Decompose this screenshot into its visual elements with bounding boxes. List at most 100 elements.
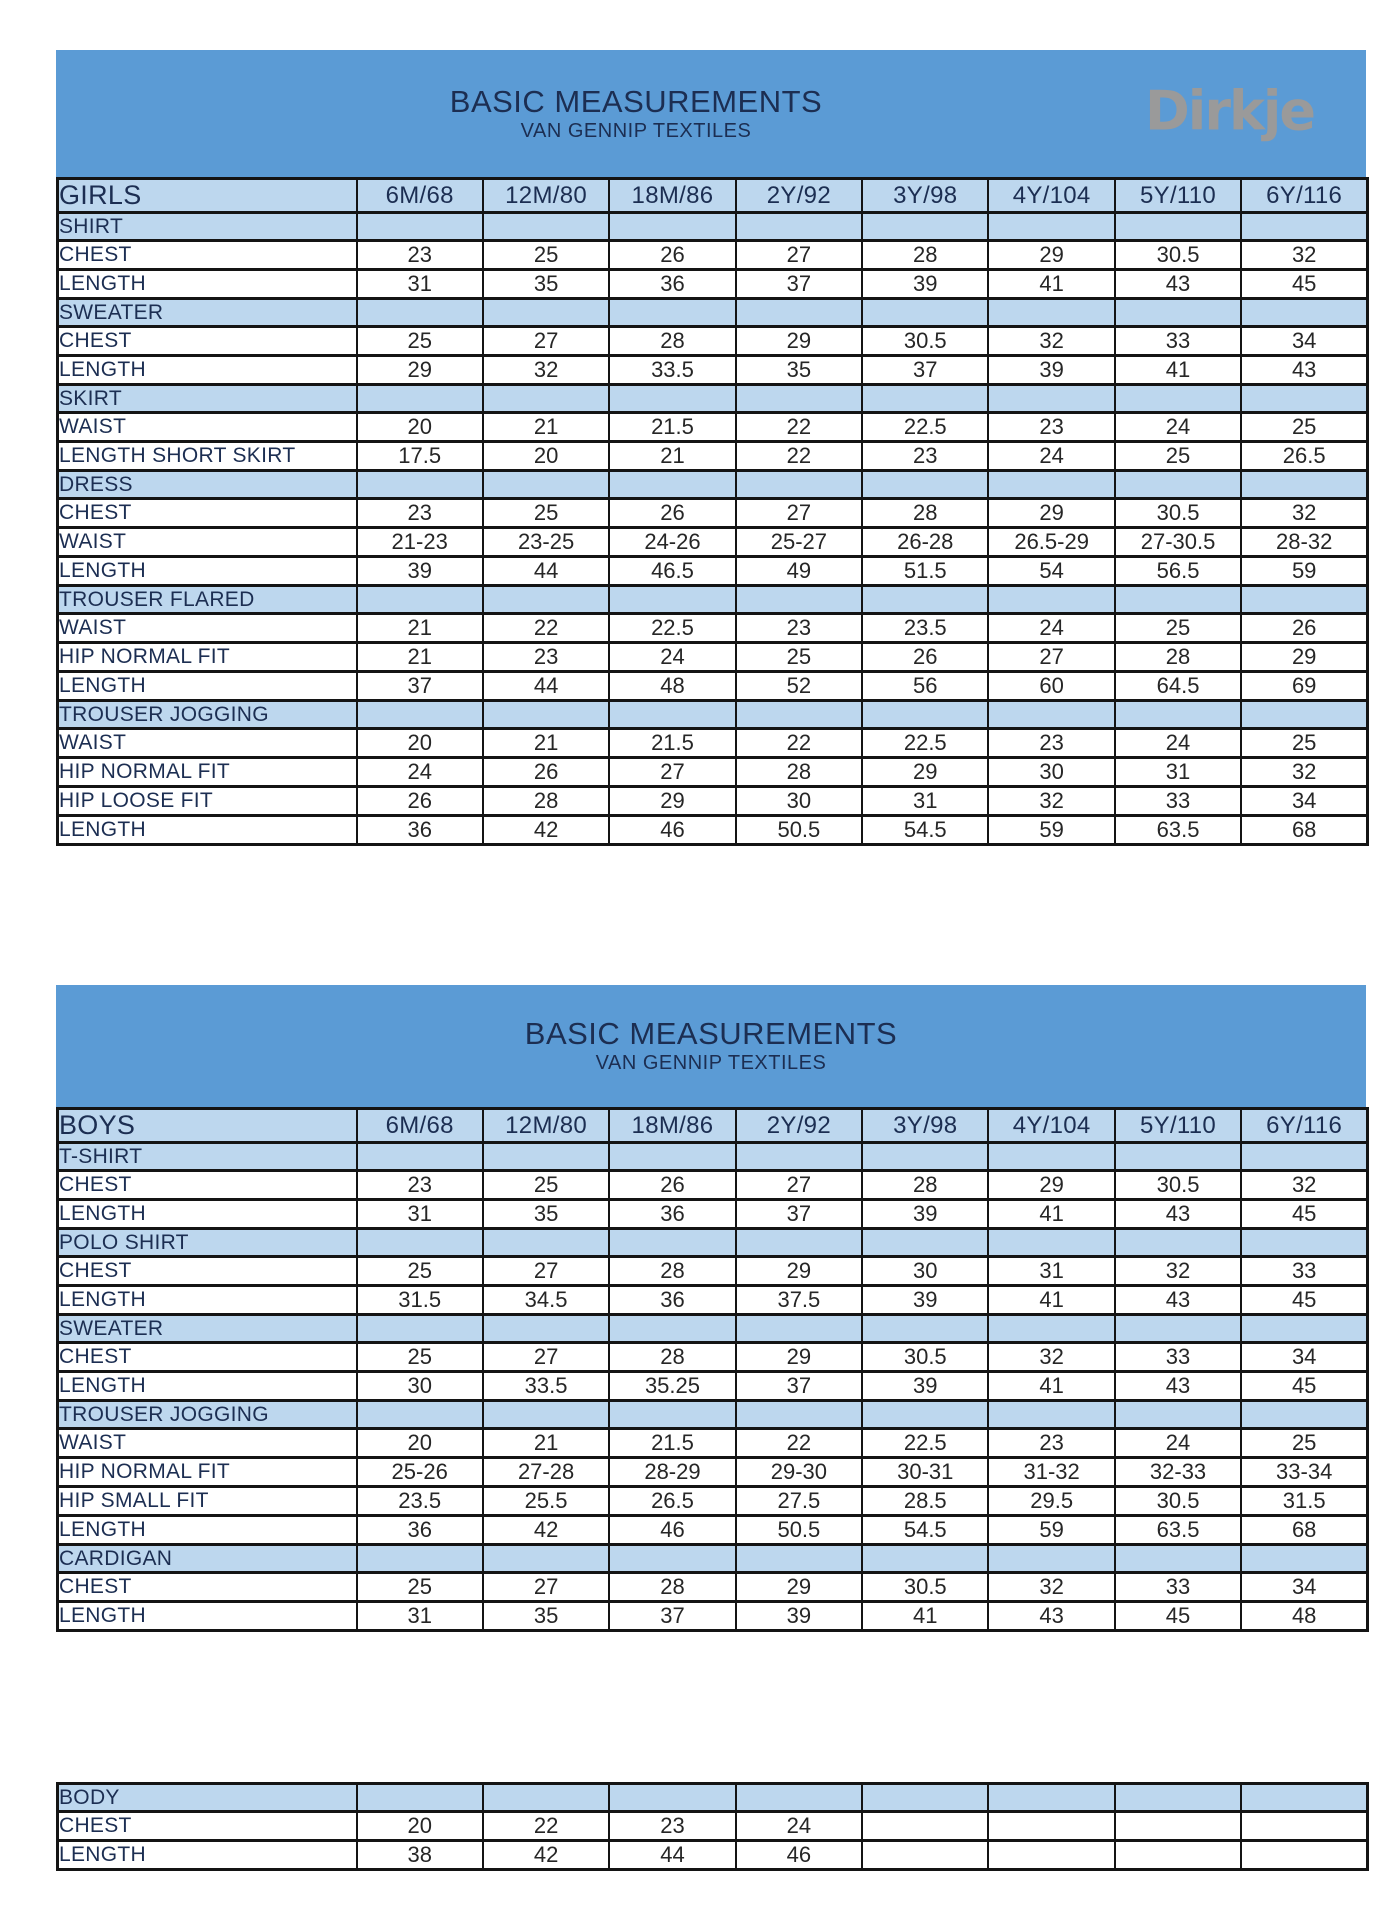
empty-cell — [481, 469, 611, 500]
value-cell: 26.5 — [1240, 440, 1369, 472]
value-cell: 34 — [1240, 1341, 1369, 1373]
value-cell: 43 — [1113, 1370, 1243, 1402]
value-cell: 37.5 — [734, 1284, 864, 1316]
value-cell: 37 — [861, 354, 990, 386]
measurement-label: LENGTH — [56, 555, 358, 587]
empty-cell — [608, 584, 737, 615]
value-cell: 22.5 — [861, 727, 990, 759]
value-cell: 25 — [1113, 612, 1243, 644]
size-column-header: 2Y/92 — [734, 1107, 864, 1144]
empty-cell — [734, 1227, 864, 1258]
empty-cell — [987, 1141, 1116, 1172]
value-cell: 29 — [1240, 641, 1369, 673]
empty-cell — [987, 469, 1116, 500]
value-cell: 34.5 — [481, 1284, 611, 1316]
value-cell: 23 — [608, 1810, 737, 1842]
section-label: POLO SHIRT — [56, 1227, 358, 1258]
value-cell: 27-30.5 — [1113, 526, 1243, 558]
value-cell: 20 — [355, 1427, 484, 1459]
value-cell: 24 — [1113, 1427, 1243, 1459]
empty-cell — [861, 1141, 990, 1172]
empty-cell — [1240, 1543, 1369, 1574]
empty-cell — [734, 1782, 864, 1813]
measurement-panel-girls: BASIC MEASUREMENTS VAN GENNIP TEXTILES Dir… — [56, 50, 1370, 846]
value-cell: 21 — [481, 411, 611, 443]
page-title: BASIC MEASUREMENTS — [449, 83, 823, 119]
empty-cell — [734, 297, 864, 328]
value-cell: 29 — [734, 1571, 864, 1603]
column-header-row: BOYS 6M/68 12M/80 18M/86 2Y/92 3Y/98 4Y/104 5Y/… — [56, 1107, 1369, 1144]
measurement-row: HIP NORMAL FIT 25-26 27-28 28-29 29-30 30-31 3… — [56, 1456, 1369, 1488]
measurement-label: HIP NORMAL FIT — [56, 1456, 358, 1488]
value-cell: 22 — [734, 440, 864, 472]
value-cell: 30.5 — [861, 1341, 990, 1373]
measurement-label: LENGTH — [56, 354, 358, 386]
value-cell: 36 — [608, 268, 737, 300]
value-cell: 69 — [1240, 670, 1369, 702]
size-column-header: 6Y/116 — [1240, 1107, 1369, 1144]
size-column-header: 18M/86 — [608, 1107, 737, 1144]
value-cell — [1113, 1839, 1243, 1871]
measurement-label: HIP NORMAL FIT — [56, 756, 358, 788]
empty-cell — [1113, 699, 1243, 730]
value-cell: 22 — [481, 1810, 611, 1842]
empty-cell — [355, 383, 484, 414]
section-row: SKIRT — [56, 383, 1369, 414]
measurement-row: LENGTH 29 32 33.5 35 37 39 41 43 — [56, 354, 1369, 386]
value-cell: 30 — [355, 1370, 484, 1402]
value-cell: 42 — [481, 814, 611, 846]
empty-cell — [355, 699, 484, 730]
empty-cell — [861, 699, 990, 730]
value-cell: 31 — [987, 1255, 1116, 1287]
value-cell: 39 — [861, 268, 990, 300]
section-row: SHIRT — [56, 211, 1369, 242]
value-cell: 38 — [355, 1839, 484, 1871]
value-cell: 24 — [987, 440, 1116, 472]
value-cell: 64.5 — [1113, 670, 1243, 702]
value-cell: 41 — [987, 268, 1116, 300]
empty-cell — [608, 1141, 737, 1172]
measurement-row: CHEST 23 25 26 27 28 29 30.5 32 — [56, 1169, 1369, 1201]
value-cell: 31-32 — [987, 1456, 1116, 1488]
value-cell: 32 — [987, 1341, 1116, 1373]
page-subtitle: VAN GENNIP TEXTILES — [520, 119, 752, 142]
value-cell: 28-29 — [608, 1456, 737, 1488]
measurement-label: CHEST — [56, 1255, 358, 1287]
value-cell: 20 — [355, 727, 484, 759]
measurement-row: WAIST 21 22 22.5 23 23.5 24 25 26 — [56, 612, 1369, 644]
section-label: CARDIGAN — [56, 1543, 358, 1574]
empty-cell — [861, 469, 990, 500]
value-cell: 28.5 — [861, 1485, 990, 1517]
value-cell: 25-27 — [734, 526, 864, 558]
value-cell: 27 — [734, 497, 864, 529]
value-cell: 45 — [1240, 268, 1369, 300]
section-label: BODY — [56, 1782, 358, 1813]
empty-cell — [734, 383, 864, 414]
empty-cell — [481, 584, 611, 615]
value-cell: 26 — [355, 785, 484, 817]
value-cell — [1113, 1810, 1243, 1842]
measurement-label: HIP NORMAL FIT — [56, 641, 358, 673]
value-cell: 26.5 — [608, 1485, 737, 1517]
measurement-row: LENGTH 31 35 37 39 41 43 45 48 — [56, 1600, 1369, 1632]
empty-cell — [1113, 584, 1243, 615]
value-cell: 24 — [987, 612, 1116, 644]
value-cell: 30.5 — [861, 325, 990, 357]
section-row: SWEATER — [56, 1313, 1369, 1344]
value-cell: 30.5 — [1113, 497, 1243, 529]
value-cell: 24 — [355, 756, 484, 788]
measurement-label: HIP LOOSE FIT — [56, 785, 358, 817]
value-cell: 30-31 — [861, 1456, 990, 1488]
measurement-row: CHEST 23 25 26 27 28 29 30.5 32 — [56, 497, 1369, 529]
empty-cell — [1113, 1782, 1243, 1813]
empty-cell — [734, 1141, 864, 1172]
value-cell: 34 — [1240, 325, 1369, 357]
measurement-label: WAIST — [56, 526, 358, 558]
value-cell: 42 — [481, 1514, 611, 1546]
value-cell: 21.5 — [608, 727, 737, 759]
value-cell: 21 — [355, 641, 484, 673]
value-cell: 23-25 — [481, 526, 611, 558]
value-cell: 32-33 — [1113, 1456, 1243, 1488]
value-cell: 25-26 — [355, 1456, 484, 1488]
empty-cell — [481, 211, 611, 242]
